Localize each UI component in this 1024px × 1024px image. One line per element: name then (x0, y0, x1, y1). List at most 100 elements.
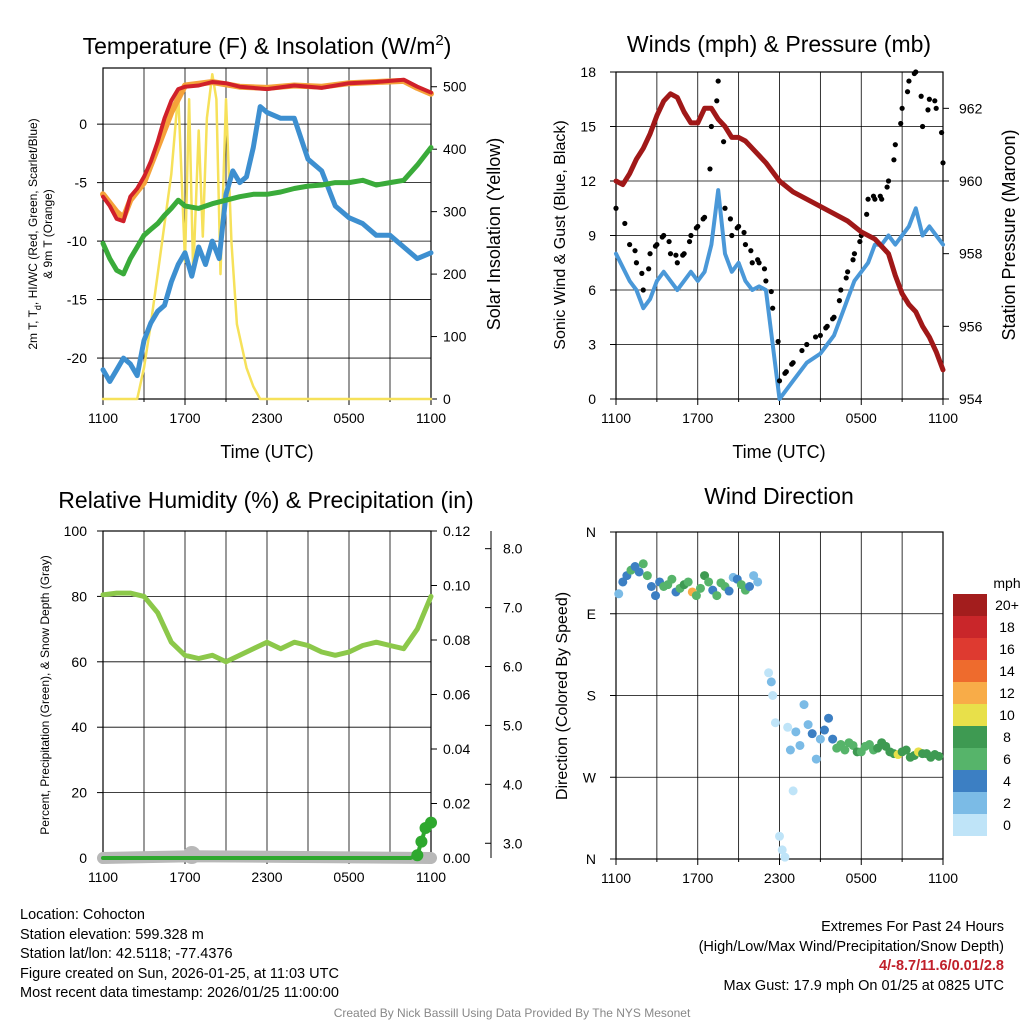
gust-point (918, 93, 924, 99)
legend-label: 12 (999, 685, 1015, 701)
wdir-point (634, 567, 644, 577)
wdir-point (811, 754, 821, 764)
wdir-xtick-label: 1700 (682, 870, 713, 886)
wdir-point (691, 591, 701, 601)
gust-point (632, 248, 638, 254)
gust-point (904, 89, 911, 95)
location-text: Location: Cohocton (20, 907, 145, 923)
winds-title: Winds (mph) & Pressure (mb) (627, 31, 931, 57)
wdir-ytick-label: W (583, 769, 597, 785)
wdir-title: Wind Direction (704, 483, 854, 509)
winds-ytick-right-label: 960 (959, 173, 983, 189)
legend-swatch (953, 814, 987, 836)
temp-ytick-right-label: 0 (443, 391, 451, 407)
rh-line (100, 590, 434, 665)
gust-point (714, 98, 720, 104)
winds-ytick-right-label: 956 (959, 318, 983, 334)
snow-ytick-label: 5.0 (503, 717, 523, 733)
snow-ytick-label: 6.0 (503, 659, 523, 675)
rh-ytick-label: 40 (71, 719, 87, 735)
temp-title-sup: 2 (435, 32, 443, 49)
winds-ytick-label: 6 (588, 282, 596, 298)
gust-point (879, 196, 885, 202)
temp-xtick-label: 2300 (251, 410, 282, 426)
legend-swatch (953, 748, 987, 770)
wdir-point (724, 586, 734, 596)
wdir-point (764, 668, 774, 678)
wdir-panel: 1100 1700 2300 0500 1100 N W S E N Wind Direction D… (554, 483, 1021, 886)
gust-point (748, 248, 754, 254)
winds-xlabel: Time (UTC) (732, 442, 825, 462)
winds-ytick-right-label: 958 (959, 246, 983, 262)
rh-ytick-label: 60 (71, 654, 87, 670)
wdir-point (753, 577, 763, 587)
gust-point (838, 287, 844, 293)
gust-point (763, 278, 769, 284)
precip-point (425, 816, 437, 829)
gust-point (707, 166, 713, 172)
wdir-xtick-label: 1100 (601, 870, 631, 886)
temp-ytick-label: -5 (75, 175, 88, 191)
wdir-point (618, 577, 628, 587)
gust-point (749, 260, 755, 266)
wdir-point (638, 559, 648, 569)
gust-point (673, 252, 679, 258)
gust-point (736, 223, 742, 230)
dewpoint-line (100, 104, 434, 384)
wdir-ytick-label: E (587, 606, 596, 622)
gust-point (885, 178, 892, 184)
insolation-line (101, 72, 433, 401)
winds-ytick-label: 3 (588, 337, 596, 353)
sonic-wind-line (614, 188, 945, 401)
recent-data-text: Most recent data timestamp: 2026/01/25 1… (20, 985, 339, 1001)
wdir-point (614, 589, 624, 599)
gust-point (892, 142, 898, 148)
winds-xtick-label: 2300 (764, 410, 795, 426)
wdir-point (788, 786, 798, 796)
legend-label: 2 (1003, 795, 1011, 811)
wdir-xtick-label: 1100 (928, 870, 958, 886)
wdir-point (780, 852, 790, 862)
legend-label: 20+ (995, 597, 1019, 613)
snow-ytick-label: 8.0 (503, 541, 523, 557)
rh-ytick-label: 20 (71, 785, 87, 801)
wdir-point (799, 700, 809, 710)
legend-swatch (953, 616, 987, 638)
precip-ytick-label: 0.08 (443, 632, 470, 648)
temp-ytick-label: 0 (79, 116, 87, 132)
wdir-point (683, 577, 693, 587)
gust-point (783, 369, 789, 375)
winds-xtick-label: 1700 (682, 410, 713, 426)
gust-point (741, 229, 747, 236)
gust-point (627, 241, 633, 248)
gust-point (933, 105, 939, 111)
temp-xtick-label: 1700 (169, 410, 200, 426)
gust-point (729, 232, 735, 239)
wdir-point (934, 751, 944, 761)
legend-swatch (953, 704, 987, 726)
extremes-title: Extremes For Past 24 Hours (821, 919, 1004, 935)
extremes-subtitle: (High/Low/Max Wind/Precipitation/Snow De… (698, 938, 1004, 955)
wdir-point (642, 571, 652, 581)
gust-point (701, 214, 708, 220)
legend-swatch (953, 638, 987, 660)
gust-point (756, 260, 762, 266)
gust-point (851, 251, 858, 257)
wdir-point (777, 845, 787, 855)
gust-point (761, 266, 768, 272)
wdir-point (704, 577, 714, 587)
legend-swatch (953, 594, 987, 616)
gust-point (674, 260, 680, 266)
wdir-point (651, 591, 661, 601)
winds-ytick-label: 15 (580, 119, 596, 135)
gust-point (845, 269, 851, 275)
temp-ylabel-right: Solar Insolation (Yellow) (484, 138, 504, 330)
wdir-point (712, 591, 722, 601)
gust-point (661, 232, 667, 239)
temp-ylabel-sub: d (33, 305, 43, 310)
precip-ytick-label: 0.10 (443, 578, 470, 594)
temp-xtick-label: 1100 (88, 410, 118, 426)
speed-legend: mph 20+ 18 16 14 12 10 8 6 4 2 0 (953, 575, 1021, 836)
gust-point (884, 184, 890, 190)
